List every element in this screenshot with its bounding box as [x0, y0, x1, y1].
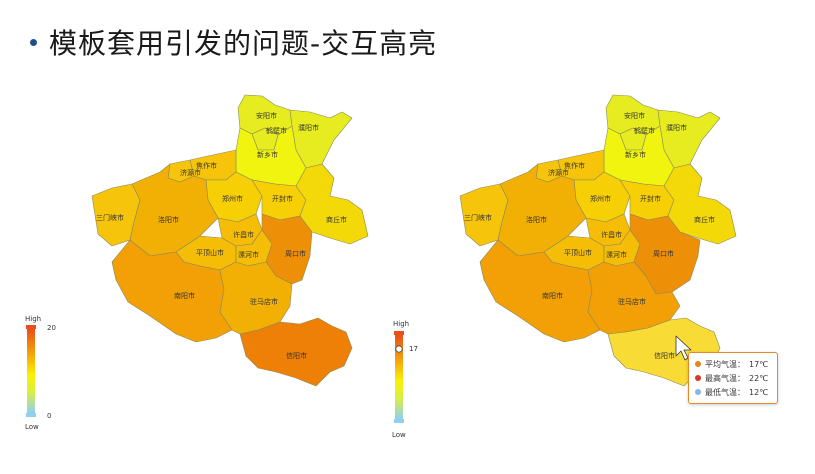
- right-label-xinyang: 信阳市: [654, 351, 675, 360]
- left-label-nanyang: 南阳市: [174, 291, 195, 300]
- left-legend-low: Low: [25, 423, 39, 431]
- left-region-luoyang[interactable]: [129, 163, 219, 257]
- tooltip-dot-min-icon: [695, 389, 701, 395]
- left-label-pingdingshan: 平顶山市: [196, 248, 224, 257]
- left-label-jiyuan: 济源市: [180, 168, 201, 177]
- left-visual-map-legend: High 20 0 Low: [25, 315, 56, 431]
- right-label-kaifeng: 开封市: [640, 194, 661, 203]
- slide-title: 模板套用引发的问题-交互高亮: [49, 27, 438, 60]
- right-label-xinxiang: 新乡市: [625, 150, 646, 159]
- left-label-puyang: 濮阳市: [298, 123, 319, 132]
- left-city-labels: 安阳市 鹤壁市 濮阳市 新乡市 焦作市 济源市 郑州市 开封市 三门峡市 洛阳市…: [96, 111, 347, 360]
- left-legend-max: 20: [47, 324, 56, 332]
- mouse-cursor-icon: [675, 335, 692, 361]
- left-region-zhumadian[interactable]: [219, 261, 293, 335]
- left-label-xinxiang: 新乡市: [257, 150, 278, 159]
- left-label-zhumadian: 驻马店市: [250, 297, 278, 306]
- right-legend-top-handle[interactable]: [394, 331, 404, 335]
- left-legend-top-handle[interactable]: [26, 325, 36, 329]
- right-legend-indicator[interactable]: [395, 345, 403, 353]
- left-region-zhoukou[interactable]: [261, 213, 313, 285]
- left-label-sanmenxia: 三门峡市: [96, 213, 124, 222]
- title-row: 模板套用引发的问题-交互高亮: [30, 22, 437, 62]
- tooltip-dot-max-icon: [695, 375, 701, 381]
- tooltip-avg-label: 平均气温：: [705, 359, 745, 369]
- left-legend-high: High: [25, 315, 41, 323]
- right-legend-low: Low: [392, 431, 406, 439]
- right-label-puyang: 濮阳市: [666, 123, 687, 132]
- left-label-kaifeng: 开封市: [272, 194, 293, 203]
- right-label-nanyang: 南阳市: [542, 291, 563, 300]
- left-label-xuchang: 许昌市: [233, 230, 254, 239]
- right-region-zhoukou[interactable]: [629, 213, 701, 295]
- right-label-zhoukou: 周口市: [653, 249, 674, 258]
- right-label-zhengzhou: 郑州市: [590, 194, 611, 203]
- right-label-anyang: 安阳市: [624, 111, 645, 120]
- right-label-zhumadian: 驻马店市: [618, 297, 646, 306]
- right-label-luohe: 漯河市: [606, 250, 627, 259]
- left-label-zhoukou: 周口市: [285, 249, 306, 258]
- left-label-jiaozuo: 焦作市: [196, 161, 217, 170]
- right-label-shangqiu: 商丘市: [694, 215, 715, 224]
- left-region-shangqiu[interactable]: [295, 163, 369, 245]
- right-city-labels: 安阳市 鹤壁市 濮阳市 新乡市 焦作市 济源市 郑州市 开封市 三门峡市 洛阳市…: [464, 111, 715, 360]
- right-label-luoyang: 洛阳市: [526, 215, 547, 224]
- left-henan-map: [91, 94, 369, 387]
- tooltip-avg-value: 17℃: [749, 359, 769, 369]
- left-legend-gradient-bar[interactable]: [27, 329, 35, 413]
- right-legend-high: High: [393, 320, 409, 328]
- tooltip-max-label: 最高气温：: [705, 373, 745, 383]
- left-label-luoyang: 洛阳市: [158, 215, 179, 224]
- left-label-luohe: 漯河市: [238, 250, 259, 259]
- right-henan-map: [459, 94, 737, 387]
- right-label-pingdingshan: 平顶山市: [564, 248, 592, 257]
- left-region-xinyang[interactable]: [239, 317, 353, 387]
- left-legend-bottom-handle[interactable]: [26, 413, 36, 417]
- right-region-zhumadian[interactable]: [587, 261, 681, 335]
- hover-tooltip: 平均气温： 17℃ 最高气温： 22℃ 最低气温： 12℃: [688, 352, 778, 404]
- tooltip-max-value: 22℃: [749, 373, 769, 383]
- left-label-anyang: 安阳市: [256, 111, 277, 120]
- right-label-sanmenxia: 三门峡市: [464, 213, 492, 222]
- right-legend-gradient-bar[interactable]: [395, 335, 403, 419]
- tooltip-min-label: 最低气温：: [705, 387, 745, 397]
- tooltip-row-min: 最低气温： 12℃: [695, 385, 771, 399]
- right-region-shangqiu[interactable]: [663, 163, 737, 245]
- tooltip-row-max: 最高气温： 22℃: [695, 371, 771, 385]
- right-legend-value: 17: [409, 345, 418, 353]
- tooltip-row-avg: 平均气温： 17℃: [695, 357, 771, 371]
- tooltip-min-value: 12℃: [749, 387, 769, 397]
- left-label-xinyang: 信阳市: [286, 351, 307, 360]
- left-label-shangqiu: 商丘市: [326, 215, 347, 224]
- right-label-xuchang: 许昌市: [601, 230, 622, 239]
- right-visual-map-legend: High 17 Low: [392, 320, 418, 439]
- right-legend-bottom-handle[interactable]: [394, 419, 404, 423]
- right-region-luoyang[interactable]: [497, 163, 587, 257]
- left-label-hebi: 鹤壁市: [266, 126, 287, 135]
- right-label-jiyuan: 济源市: [548, 168, 569, 177]
- right-label-jiaozuo: 焦作市: [564, 161, 585, 170]
- left-legend-min: 0: [47, 412, 51, 420]
- bullet-icon: [30, 38, 37, 46]
- left-label-zhengzhou: 郑州市: [222, 194, 243, 203]
- tooltip-dot-avg-icon: [695, 361, 701, 367]
- right-label-hebi: 鹤壁市: [634, 126, 655, 135]
